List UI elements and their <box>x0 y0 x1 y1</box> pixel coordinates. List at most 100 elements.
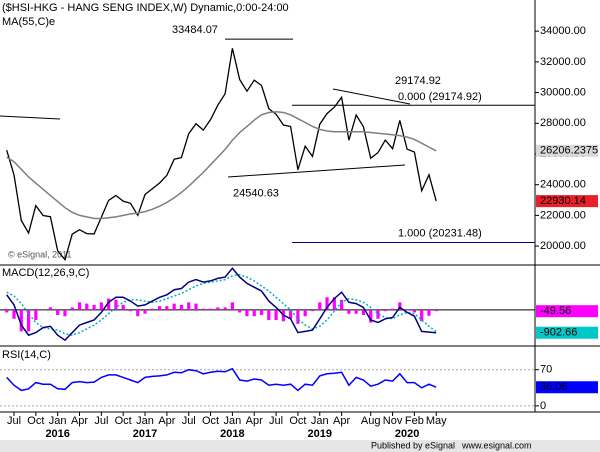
histogram-bar <box>245 309 249 317</box>
series-line <box>6 273 437 336</box>
histogram-bar <box>34 309 38 321</box>
histogram-bar <box>252 309 256 317</box>
histogram-bar <box>70 307 74 310</box>
value-box <box>536 381 598 394</box>
histogram-bar <box>427 309 431 316</box>
x-tick-label: Jan <box>311 415 329 427</box>
x-tick-label: Jul <box>94 415 108 427</box>
fib-label: 0.000 (29174.92) <box>398 91 482 103</box>
x-tick-label: May <box>426 415 447 427</box>
histogram-bar <box>63 309 67 317</box>
histogram-bar <box>187 302 191 310</box>
panel-title: MACD(12,26,9,C) <box>2 267 89 279</box>
histogram-bar <box>5 309 9 313</box>
plot-bg <box>0 0 535 440</box>
histogram-bar <box>179 304 184 310</box>
x-tick-label: Oct <box>115 415 132 427</box>
histogram-bar <box>347 309 351 314</box>
x-tick-label: Feb <box>405 415 424 427</box>
value-box <box>536 195 598 208</box>
histogram-bar <box>216 307 220 310</box>
series-line <box>6 111 437 220</box>
footer-bar <box>0 440 600 452</box>
histogram-bar <box>56 309 60 315</box>
x-tick-label: Aug <box>361 415 381 427</box>
value-box <box>536 326 598 339</box>
year-label: 2018 <box>220 428 244 440</box>
trend-line <box>0 115 61 120</box>
histogram-bar <box>340 299 344 310</box>
histogram-bar <box>303 309 307 317</box>
histogram-bar <box>208 308 213 310</box>
histogram-bar <box>289 309 293 319</box>
y-tick-label: 34000.00 <box>540 25 586 37</box>
histogram-bar <box>128 309 133 312</box>
x-tick-label: Jul <box>182 415 196 427</box>
histogram-bar <box>420 309 424 322</box>
x-tick-label: Nov <box>383 415 403 427</box>
y-tick-label: 20000.00 <box>540 240 586 252</box>
value-label: 36.06 <box>540 381 568 393</box>
histogram-bar <box>238 309 242 313</box>
histogram-bar <box>383 309 387 312</box>
histogram-bar <box>354 309 358 314</box>
annotation: 29174.92 <box>395 75 441 87</box>
y-tick-label: 24000.00 <box>540 179 586 191</box>
x-tick-label: Apr <box>158 415 175 427</box>
histogram-bar <box>398 302 402 310</box>
histogram-bar <box>274 309 278 321</box>
histogram-bar <box>172 303 176 310</box>
histogram-bar <box>390 308 395 310</box>
series-line <box>6 267 437 342</box>
histogram-bar <box>223 307 227 310</box>
x-tick-label: Apr <box>333 415 350 427</box>
value-label: 22930.14 <box>540 195 586 207</box>
year-label: 2020 <box>395 428 419 440</box>
year-label: 2016 <box>45 428 69 440</box>
x-tick-label: Oct <box>289 415 306 427</box>
value-box <box>536 305 598 318</box>
value-box <box>536 144 598 157</box>
x-tick-label: Jan <box>224 415 242 427</box>
fib-label: 1.000 (20231.48) <box>398 227 482 239</box>
year-label: 2017 <box>133 428 157 440</box>
histogram-bar <box>194 303 198 310</box>
panel-title: RSI(14,C) <box>2 349 51 361</box>
histogram-bar <box>41 309 45 311</box>
histogram-bar <box>150 308 154 310</box>
histogram-bar <box>19 309 23 332</box>
histogram-bar <box>26 309 31 332</box>
histogram-bar <box>99 302 103 310</box>
annotation: 24540.63 <box>233 187 279 199</box>
trend-line <box>332 88 411 105</box>
y-tick-label: 70 <box>540 364 552 376</box>
x-tick-label: Jul <box>7 415 21 427</box>
indicator-title: MA(55,C)e <box>2 16 55 28</box>
y-tick-label: 0 <box>540 400 546 412</box>
watermark: © eSignal, 2011 <box>8 249 72 259</box>
histogram-bar <box>136 309 140 317</box>
annotation: 33484.07 <box>172 24 218 36</box>
histogram-bar <box>114 299 118 310</box>
histogram-bar <box>230 302 234 310</box>
histogram-bar <box>48 307 52 310</box>
y-tick-label: 28000.00 <box>540 117 586 129</box>
y-tick-label: 32000.00 <box>540 56 586 68</box>
histogram-bar <box>77 302 82 310</box>
year-label: 2019 <box>308 428 332 440</box>
footer-text: www.esignal.com <box>461 440 532 450</box>
histogram-bar <box>361 309 366 315</box>
histogram-bar <box>405 309 409 311</box>
footer-text: Published by eSignal <box>371 440 455 450</box>
histogram-bar <box>310 309 315 312</box>
y-tick-label: 22000.00 <box>540 209 586 221</box>
chart-title: ($HSI-HKG - HANG SENG INDEX,W) Dynamic,0… <box>2 2 289 14</box>
histogram-bar <box>412 309 416 313</box>
histogram-bar <box>296 309 300 324</box>
y-tick-label: 30000.00 <box>540 86 586 98</box>
histogram-bar <box>201 308 205 310</box>
x-tick-label: Apr <box>246 415 263 427</box>
x-tick-label: Jul <box>269 415 283 427</box>
x-tick-label: Jan <box>136 415 154 427</box>
